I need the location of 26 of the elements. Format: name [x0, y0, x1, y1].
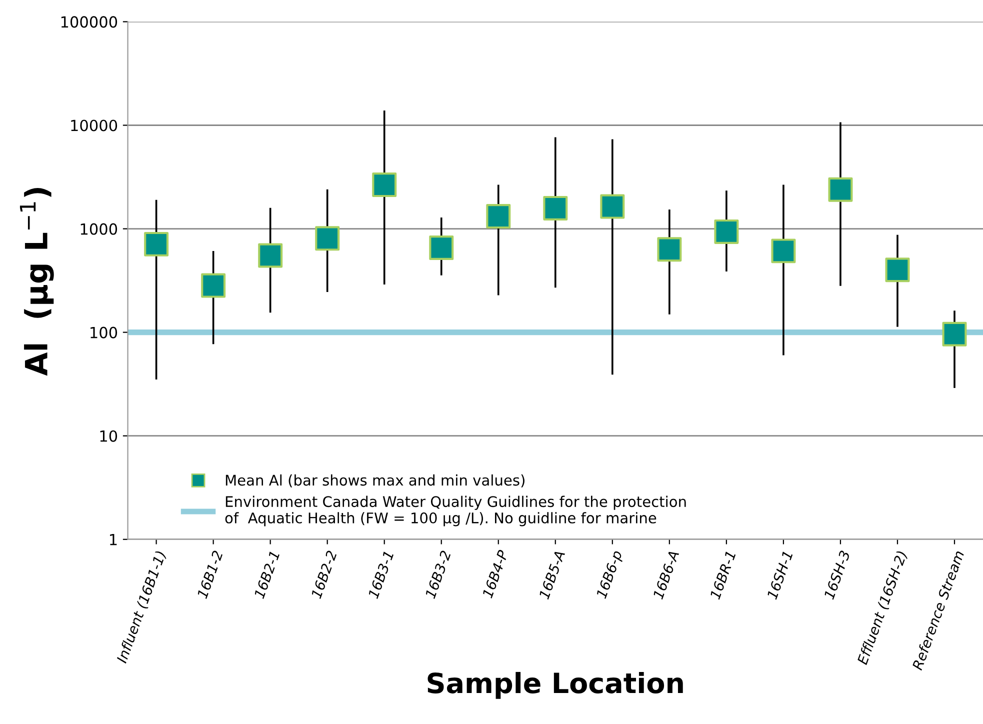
y-tick-label: 10 — [100, 430, 118, 442]
point — [771, 238, 796, 264]
x-axis-title: Sample Location — [428, 672, 683, 699]
point — [486, 204, 511, 229]
y-tick-label: 100000 — [61, 16, 118, 28]
y-tick-label: 1000 — [80, 223, 118, 235]
point — [372, 172, 397, 198]
point — [201, 273, 226, 298]
point — [429, 236, 454, 260]
point — [885, 258, 910, 282]
point — [714, 219, 739, 244]
y-tick-label: 100 — [90, 326, 118, 338]
legend-label: Environment Canada Water Quality Guidlines for the protection of Aquatic Health (FW = 100 µg /L). No guidline for marine — [225, 496, 686, 526]
point — [828, 177, 853, 202]
point — [600, 194, 625, 219]
point — [258, 243, 283, 268]
y-tick-label: 1 — [110, 534, 117, 546]
point — [657, 237, 682, 262]
point — [144, 232, 169, 256]
y-axis-title: Al (µg L$^{−1}$) — [20, 188, 54, 376]
point — [543, 196, 568, 220]
y-tick-label: 10000 — [71, 120, 118, 132]
point — [315, 226, 340, 251]
point — [942, 322, 967, 346]
legend-label: Mean Al (bar shows max and min values) — [226, 474, 524, 488]
x-tick-label: 16B4-P — [482, 549, 508, 599]
